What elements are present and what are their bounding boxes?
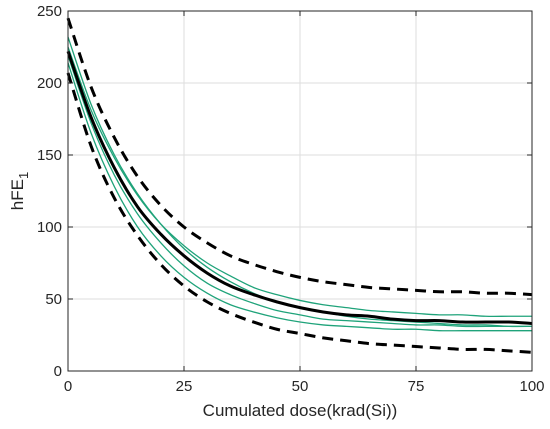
y-tick-label: 250 bbox=[37, 3, 62, 20]
y-tick-label: 150 bbox=[37, 147, 62, 164]
y-axis: 0 50 100 150 200 250 bbox=[37, 3, 532, 380]
x-tick-label: 100 bbox=[519, 378, 544, 395]
series-line-sample-6 bbox=[67, 62, 532, 332]
x-axis-label: Cumulated dose(krad(Si)) bbox=[203, 401, 398, 420]
series-line-upper-bound-1 bbox=[66, 17, 533, 297]
x-tick-label: 50 bbox=[292, 378, 309, 395]
x-tick-label: 75 bbox=[408, 378, 425, 395]
y-tick-label: 50 bbox=[45, 291, 62, 308]
y-axis-label: hFE1 bbox=[8, 172, 31, 210]
series-group bbox=[66, 17, 533, 354]
y-tick-label: 100 bbox=[37, 219, 62, 236]
grid bbox=[67, 10, 533, 372]
series-line-lower-bound-2 bbox=[66, 72, 533, 354]
y-tick-label: 0 bbox=[54, 363, 62, 380]
y-axis-label-subscript: 1 bbox=[16, 172, 31, 179]
series-line-mean-0 bbox=[66, 50, 533, 325]
series-line-sample-5 bbox=[67, 55, 532, 328]
y-tick-label: 200 bbox=[37, 75, 62, 92]
y-axis-label-main: hFE bbox=[8, 179, 27, 210]
series-line-sample-3 bbox=[67, 46, 532, 318]
x-tick-label: 25 bbox=[176, 378, 193, 395]
x-axis: 0 25 50 75 100 bbox=[64, 11, 545, 395]
x-tick-label: 0 bbox=[64, 378, 72, 395]
